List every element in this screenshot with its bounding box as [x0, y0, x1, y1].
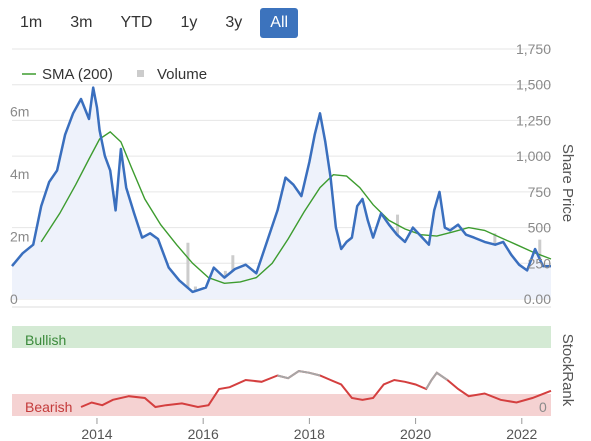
bearish-band: [12, 394, 551, 416]
price-area-fill: [12, 87, 551, 299]
x-tick-label: 2016: [188, 426, 219, 441]
range-button-1m[interactable]: 1m: [20, 14, 43, 31]
price-tick-label: 1,000: [516, 148, 551, 164]
stockrank-line: [80, 369, 552, 409]
volume-tick-label: 6m: [10, 104, 29, 120]
legend-volume-swatch: [137, 70, 144, 77]
sma-line: [40, 131, 552, 285]
stockrank-neutral-segments: [277, 369, 448, 390]
price-tick-label: 250: [528, 255, 552, 271]
volume-bar: [186, 242, 190, 299]
bullish-label: Bullish: [25, 332, 66, 348]
price-tick-label: 1,250: [516, 112, 551, 128]
stockrank-axis-tick: 0: [539, 399, 547, 415]
volume-tick-label: 4m: [10, 166, 29, 182]
stockrank-neutral-segment: [425, 371, 448, 390]
range-button-3y[interactable]: 3y: [225, 14, 243, 31]
x-tick-label: 2018: [294, 426, 325, 441]
range-button-ytd[interactable]: YTD: [120, 14, 153, 31]
price-line: [11, 86, 551, 294]
x-tick-label: 2022: [506, 426, 537, 441]
bearish-label: Bearish: [25, 399, 72, 415]
price-tick-label: 1,750: [516, 41, 551, 57]
share-price-axis-label: Share Price: [559, 144, 576, 222]
price-axis-ticks: 1,750 1,500 1,250 1,000 750 500 250 0.00: [516, 41, 551, 307]
bullish-band: [12, 326, 551, 348]
range-selector: 1m 3m YTD 1y 3y All: [10, 8, 306, 40]
legend-sma-label: SMA (200): [42, 66, 113, 83]
stockrank-neutral-segment: [277, 369, 321, 380]
price-tick-label: 0.00: [524, 291, 551, 307]
volume-axis-ticks: 6m 4m 2m 0: [10, 104, 29, 308]
range-button-1y[interactable]: 1y: [180, 14, 198, 31]
price-tick-label: 1,500: [516, 77, 551, 93]
legend: SMA (200) Volume: [22, 66, 207, 83]
legend-volume-label: Volume: [157, 66, 207, 83]
range-button-3m[interactable]: 3m: [70, 14, 93, 31]
volume-tick-label: 2m: [10, 229, 29, 245]
x-tick-label: 2020: [400, 426, 431, 441]
stockrank-axis-label: StockRank: [559, 334, 576, 407]
x-tick-label: 2014: [81, 426, 112, 441]
price-tick-label: 750: [528, 184, 552, 200]
price-tick-label: 500: [528, 220, 552, 236]
range-button-all[interactable]: All: [260, 8, 299, 38]
volume-tick-label: 0: [10, 291, 18, 307]
x-axis-ticks: 2014 2016 2018 2020 2022: [81, 418, 538, 441]
